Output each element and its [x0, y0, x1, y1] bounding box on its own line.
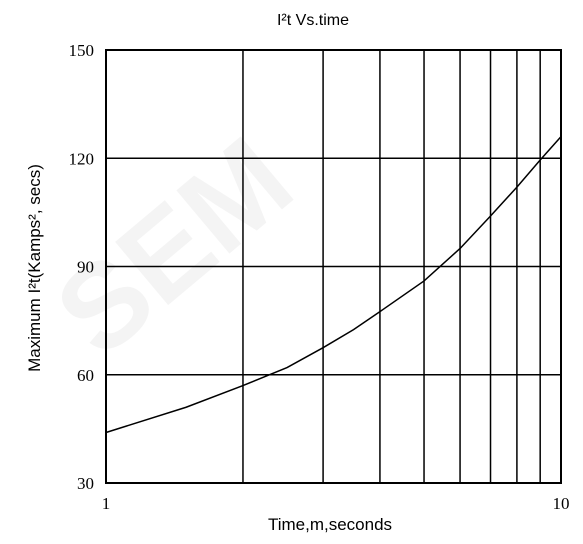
chart-title: I²t Vs.time — [277, 12, 349, 29]
y-tick-labels: 30 60 90 120 150 — [69, 41, 95, 493]
y-tick-label: 60 — [77, 366, 94, 385]
x-tick-label: 1 — [102, 494, 111, 513]
y-tick-label: 150 — [69, 41, 95, 60]
x-axis-label: Time,m,seconds — [268, 515, 392, 534]
horizontal-gridlines — [106, 157, 561, 376]
y-tick-label: 30 — [77, 474, 94, 493]
plot-frame — [105, 49, 562, 484]
x-tick-label: 10 — [553, 494, 570, 513]
y-tick-label: 120 — [69, 149, 95, 168]
y-axis-label: Maximum I²t(Kamps², secs) — [25, 164, 44, 372]
x-tick-labels: 1 10 — [102, 494, 570, 513]
y-tick-label: 90 — [77, 258, 94, 277]
series-line — [105, 136, 562, 434]
